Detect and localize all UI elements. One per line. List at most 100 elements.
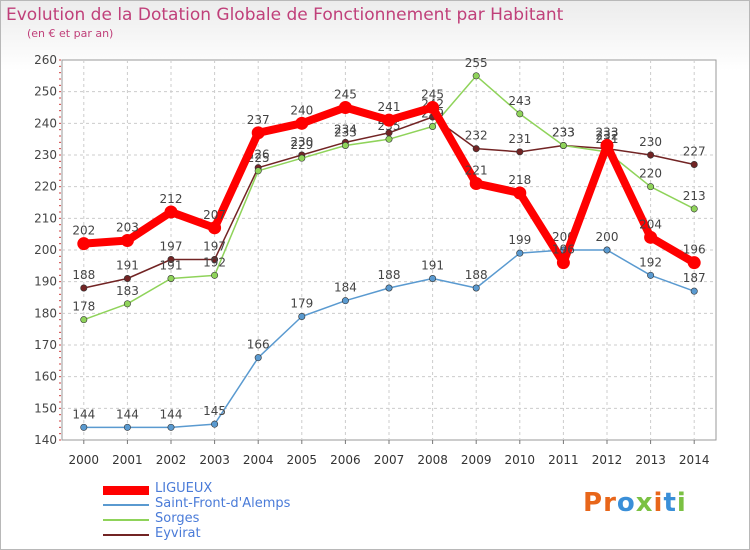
data-label: 232 (465, 129, 488, 143)
y-tick-label: 260 (34, 53, 57, 67)
y-minor-tick (59, 268, 61, 270)
legend-label: Saint-Front-d'Alemps (155, 496, 291, 511)
y-minor-tick (59, 59, 61, 61)
y-minor-tick (59, 306, 61, 308)
data-point (341, 297, 349, 305)
data-label: 197 (203, 240, 226, 254)
data-label: 192 (203, 255, 226, 269)
y-minor-tick (59, 236, 61, 238)
data-label: 145 (203, 404, 226, 418)
y-minor-tick (59, 179, 61, 181)
data-point (690, 205, 698, 213)
data-label: 202 (72, 224, 95, 238)
y-minor-tick (59, 312, 61, 314)
y-minor-tick (59, 262, 61, 264)
y-minor-tick (59, 91, 61, 93)
legend-label: Sorges (155, 511, 200, 526)
y-tick-label: 220 (34, 180, 57, 194)
y-minor-tick (59, 154, 61, 156)
data-point (516, 110, 524, 118)
y-minor-tick (59, 78, 61, 80)
y-tick-label: 240 (34, 116, 57, 130)
data-label: 191 (160, 259, 183, 273)
data-label: 207 (203, 208, 226, 222)
x-tick-label: 2005 (287, 453, 318, 467)
data-point (647, 183, 655, 191)
data-label: 243 (508, 94, 531, 108)
data-point (559, 142, 567, 150)
proxiti-logo: Proxiti (583, 488, 687, 518)
y-minor-tick (59, 319, 61, 321)
y-minor-tick (59, 300, 61, 302)
data-point (472, 284, 480, 292)
data-point (167, 423, 175, 431)
data-label: 166 (247, 338, 270, 352)
data-label: 233 (552, 126, 575, 140)
x-tick-label: 2007 (374, 453, 405, 467)
data-point (123, 423, 131, 431)
y-minor-tick (59, 243, 61, 245)
x-tick-label: 2010 (505, 453, 536, 467)
data-label: 232 (596, 129, 619, 143)
y-minor-tick (59, 205, 61, 207)
logo-letter: o (616, 488, 636, 518)
y-minor-tick (59, 72, 61, 74)
data-point (687, 256, 701, 270)
data-label: 230 (639, 135, 662, 149)
y-minor-tick (59, 129, 61, 131)
y-tick-label: 160 (34, 370, 57, 384)
data-label: 255 (465, 56, 488, 70)
data-point (211, 420, 219, 428)
data-point (298, 154, 306, 162)
data-point (77, 237, 91, 251)
y-tick-label: 250 (34, 85, 57, 99)
data-point (472, 145, 480, 153)
data-label: 188 (72, 268, 95, 282)
x-tick-label: 2004 (243, 453, 274, 467)
data-label: 233 (334, 126, 357, 140)
data-point (120, 234, 134, 247)
y-minor-tick (59, 173, 61, 175)
data-point (123, 300, 131, 308)
data-label: 221 (465, 164, 488, 178)
data-point (254, 354, 262, 362)
data-label: 144 (72, 407, 95, 421)
y-minor-tick (59, 103, 61, 105)
data-point (385, 284, 393, 292)
data-point (338, 101, 352, 114)
data-label: 227 (683, 145, 706, 159)
legend-swatch (103, 485, 149, 495)
y-minor-tick (59, 363, 61, 365)
data-label: 199 (508, 233, 531, 247)
logo-letter: i (676, 488, 687, 518)
data-label: 220 (639, 167, 662, 181)
y-minor-tick (59, 186, 61, 188)
data-point (513, 186, 527, 200)
data-point (167, 255, 175, 263)
y-minor-tick (59, 192, 61, 194)
x-tick-label: 2008 (417, 453, 448, 467)
y-minor-tick (59, 217, 61, 219)
data-point (516, 249, 524, 257)
y-minor-tick (59, 401, 61, 403)
x-tick-label: 2006 (330, 453, 361, 467)
data-point (385, 135, 393, 143)
y-minor-tick (59, 395, 61, 397)
y-minor-tick (59, 376, 61, 378)
data-label: 192 (639, 255, 662, 269)
y-minor-tick (59, 414, 61, 416)
y-minor-tick (59, 433, 61, 435)
y-minor-tick (59, 160, 61, 162)
data-point (295, 116, 309, 130)
y-minor-tick (59, 426, 61, 428)
y-minor-tick (59, 382, 61, 384)
y-minor-tick (59, 84, 61, 86)
logo-letter: x (635, 488, 654, 518)
data-point (123, 274, 131, 282)
y-minor-tick (59, 97, 61, 99)
data-label: 197 (160, 240, 183, 254)
y-minor-tick (59, 255, 61, 257)
x-tick-label: 2003 (199, 453, 230, 467)
legend-swatch (103, 534, 149, 536)
legend-label: LIGUEUX (155, 481, 213, 496)
